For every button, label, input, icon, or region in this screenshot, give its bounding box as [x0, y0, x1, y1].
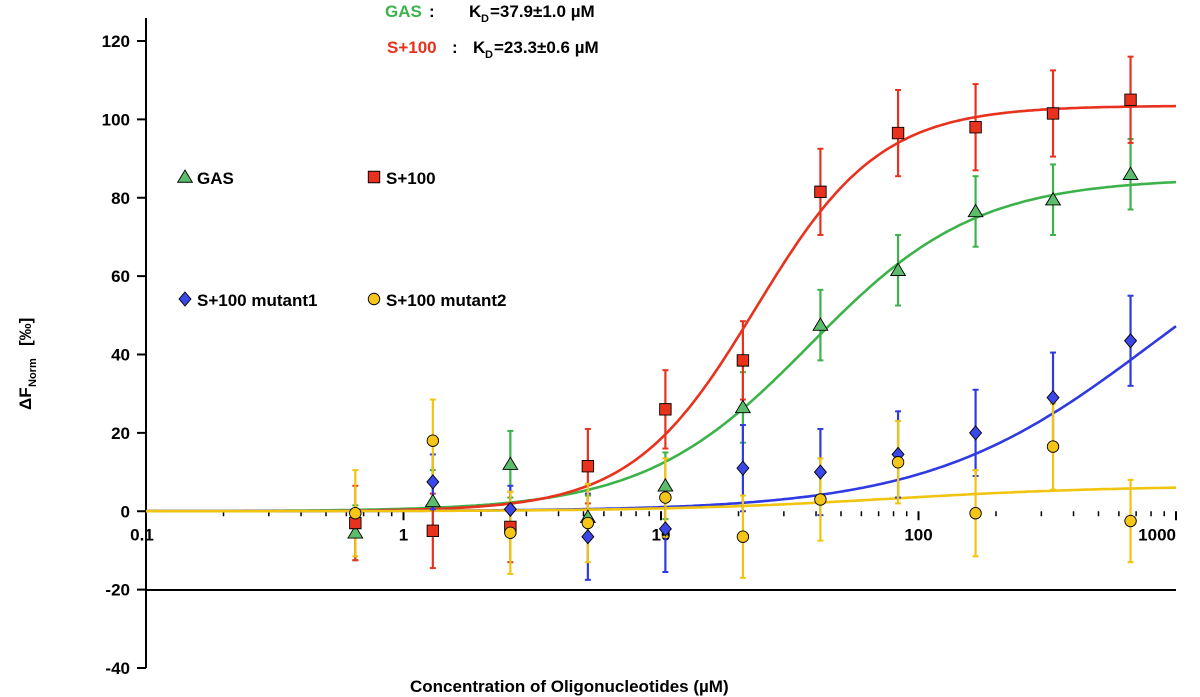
kd-gas-k: K	[469, 2, 482, 21]
marker-s100	[1124, 93, 1137, 106]
y-tick-label: 40	[111, 346, 130, 365]
kd-s100-value: =23.3±0.6 µM	[494, 38, 599, 57]
marker-s100	[891, 126, 905, 140]
y-tick-label: 120	[102, 32, 130, 51]
marker-gas	[657, 477, 674, 492]
fit-curve-mutant1	[146, 325, 1177, 513]
marker-s100	[814, 185, 827, 199]
marker-s100	[426, 524, 440, 538]
marker-s100	[581, 459, 595, 473]
marker-gas	[424, 493, 441, 508]
marker-mutant1	[813, 464, 827, 480]
marker-mutant1	[581, 529, 595, 545]
y-axis-label-sub: Norm	[27, 358, 39, 387]
marker-mutant1	[1046, 389, 1060, 406]
marker-s100	[969, 121, 982, 134]
x-tick-label: 100	[904, 525, 932, 544]
marker-mutant2	[1046, 440, 1060, 453]
y-axis-label: ΔF Norm [‰]	[16, 318, 39, 410]
kd-gas-d: D	[481, 13, 489, 25]
x-tick-label: 1000	[1138, 525, 1176, 544]
marker-mutant1	[426, 474, 440, 490]
y-tick-label: -20	[105, 581, 130, 600]
y-tick-label: 20	[111, 424, 130, 443]
marker-mutant1	[503, 501, 517, 517]
fit-curve-mutant2	[146, 486, 1176, 513]
data-markers	[347, 93, 1139, 545]
x-ticks: 0.1 1 10 100 1000	[130, 511, 1177, 544]
y-tick-label: 60	[111, 267, 130, 286]
kd-gas-label: GAS	[385, 2, 422, 21]
marker-mutant2	[581, 516, 595, 530]
x-axis-label: Concentration of Oligonucleotides (µM)	[410, 677, 729, 696]
marker-mutant2	[891, 456, 905, 469]
legend-label-gas: GAS	[197, 169, 234, 188]
marker-gas	[967, 203, 984, 218]
x-tick-label: 0.1	[130, 525, 154, 544]
y-tick-label: -40	[105, 659, 130, 678]
y-axis-label-main: ΔF	[16, 387, 35, 410]
kd-annotation-s100: S+100 : K D =23.3±0.6 µM	[387, 38, 599, 61]
legend: GAS S+100 S+100 mutant1 S+100 mutant2	[176, 169, 506, 310]
fit-curve-gas	[146, 180, 1177, 513]
marker-s100	[1046, 107, 1060, 120]
error-bars	[352, 55, 1134, 581]
legend-item-mutant1: S+100 mutant1	[178, 291, 317, 310]
marker-s100	[736, 354, 750, 367]
y-axis-label-unit: [‰]	[16, 318, 35, 346]
marker-mutant2	[814, 493, 827, 506]
legend-label-mutant2: S+100 mutant2	[386, 291, 506, 310]
marker-mutant1	[1123, 333, 1138, 349]
marker-gas	[1122, 166, 1139, 180]
marker-gas	[1044, 191, 1062, 206]
kd-gas-value: =37.9±1.0 µM	[490, 2, 595, 21]
kd-s100-d: D	[485, 49, 493, 61]
legend-marker-gas	[176, 169, 194, 183]
marker-s100	[659, 403, 672, 416]
y-ticks: 120 100 80 60 40 20 0 -20 -40	[102, 32, 146, 678]
legend-label-s100: S+100	[386, 169, 436, 188]
legend-label-mutant1: S+100 mutant1	[197, 291, 317, 310]
legend-marker-s100	[367, 170, 381, 184]
legend-marker-mutant1	[178, 291, 192, 307]
marker-gas	[502, 456, 519, 470]
y-tick-label: 0	[121, 502, 130, 521]
legend-item-s100: S+100	[367, 169, 436, 188]
y-tick-label: 80	[111, 189, 130, 208]
marker-mutant2	[659, 491, 672, 504]
kd-s100-colon: :	[452, 38, 458, 57]
kd-gas-colon: :	[429, 2, 435, 21]
marker-mutant1	[736, 460, 750, 476]
marker-mutant2	[1124, 514, 1137, 528]
kd-s100-k: K	[473, 38, 486, 57]
y-tick-label: 100	[102, 110, 130, 129]
marker-mutant2	[504, 526, 517, 539]
kd-annotation-gas: GAS : K D =37.9±1.0 µM	[385, 2, 595, 25]
marker-mutant2	[969, 507, 982, 520]
kd-s100-label: S+100	[387, 38, 437, 57]
marker-mutant2	[349, 507, 362, 520]
marker-gas	[347, 524, 364, 539]
marker-gas	[734, 399, 752, 414]
fit-curves	[146, 104, 1177, 513]
x-tick-label: 1	[399, 525, 408, 544]
marker-gas	[812, 317, 829, 331]
legend-item-gas: GAS	[176, 169, 234, 188]
marker-gas	[889, 262, 907, 276]
marker-mutant1	[658, 521, 672, 537]
marker-mutant2	[426, 434, 440, 447]
marker-mutant1	[969, 425, 983, 441]
marker-mutant2	[736, 530, 750, 543]
legend-marker-mutant2	[367, 292, 381, 306]
legend-item-mutant2: S+100 mutant2	[367, 291, 506, 310]
